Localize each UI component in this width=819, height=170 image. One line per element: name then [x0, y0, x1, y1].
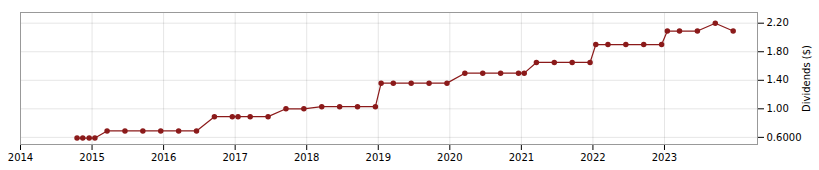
svg-text:2014: 2014 — [8, 152, 33, 163]
svg-text:1.00: 1.00 — [767, 103, 789, 114]
svg-text:1.80: 1.80 — [767, 46, 789, 57]
svg-text:2022: 2022 — [580, 152, 605, 163]
svg-text:2021: 2021 — [509, 152, 534, 163]
svg-text:2018: 2018 — [294, 152, 319, 163]
svg-text:2023: 2023 — [652, 152, 677, 163]
svg-text:2019: 2019 — [366, 152, 391, 163]
svg-text:0.6000: 0.6000 — [767, 132, 802, 143]
svg-text:1.40: 1.40 — [767, 74, 789, 85]
svg-text:2020: 2020 — [437, 152, 462, 163]
svg-text:2.20: 2.20 — [767, 17, 789, 28]
svg-text:2016: 2016 — [151, 152, 176, 163]
svg-text:Dividends ($): Dividends ($) — [801, 45, 812, 112]
svg-text:2017: 2017 — [222, 152, 247, 163]
svg-text:2015: 2015 — [79, 152, 104, 163]
